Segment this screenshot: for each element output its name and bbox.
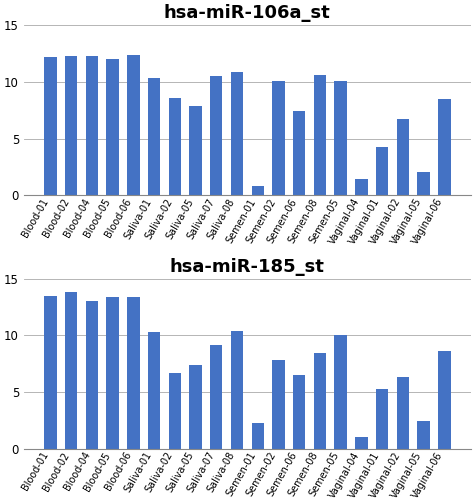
Bar [355,179,368,196]
Bar [127,297,140,449]
Bar [438,99,450,196]
Bar [272,360,285,449]
Bar [106,59,119,196]
Bar [169,372,181,449]
Bar [293,375,305,449]
Bar [314,75,326,196]
Bar [397,119,409,196]
Title: hsa-miR-106a_st: hsa-miR-106a_st [164,4,331,22]
Bar [355,437,368,449]
Bar [418,421,430,449]
Bar [397,377,409,449]
Bar [148,79,160,196]
Bar [127,54,140,196]
Bar [334,335,347,449]
Bar [272,81,285,196]
Bar [86,56,98,196]
Bar [293,111,305,196]
Bar [190,365,202,449]
Bar [65,292,77,449]
Bar [438,351,450,449]
Title: hsa-miR-185_st: hsa-miR-185_st [170,258,325,276]
Bar [106,297,119,449]
Bar [169,98,181,196]
Bar [376,147,389,196]
Bar [418,171,430,196]
Bar [65,56,77,196]
Bar [86,301,98,449]
Bar [190,106,202,196]
Bar [44,295,57,449]
Bar [231,331,243,449]
Bar [210,76,222,196]
Bar [148,332,160,449]
Bar [231,72,243,196]
Bar [314,353,326,449]
Bar [210,345,222,449]
Bar [44,57,57,196]
Bar [334,81,347,196]
Bar [252,423,264,449]
Bar [376,389,389,449]
Bar [252,186,264,196]
